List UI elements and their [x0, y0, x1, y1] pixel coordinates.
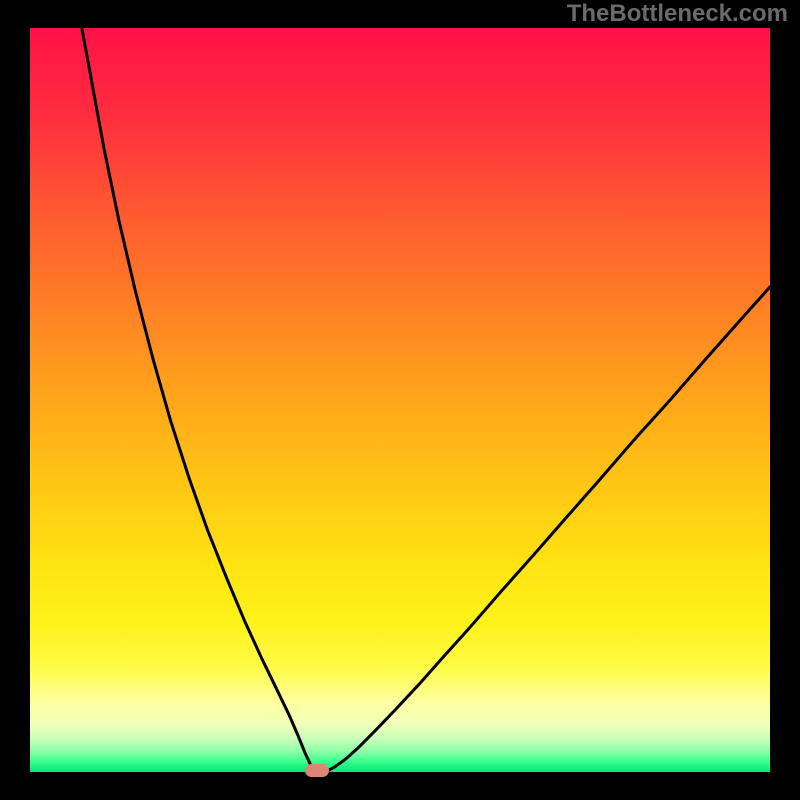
- curve-path: [82, 28, 770, 772]
- optimum-marker: [305, 764, 329, 777]
- plot-area: [30, 28, 770, 772]
- watermark-text: TheBottleneck.com: [567, 0, 788, 28]
- bottleneck-curve: [30, 28, 770, 772]
- outer-frame: TheBottleneck.com: [0, 0, 800, 800]
